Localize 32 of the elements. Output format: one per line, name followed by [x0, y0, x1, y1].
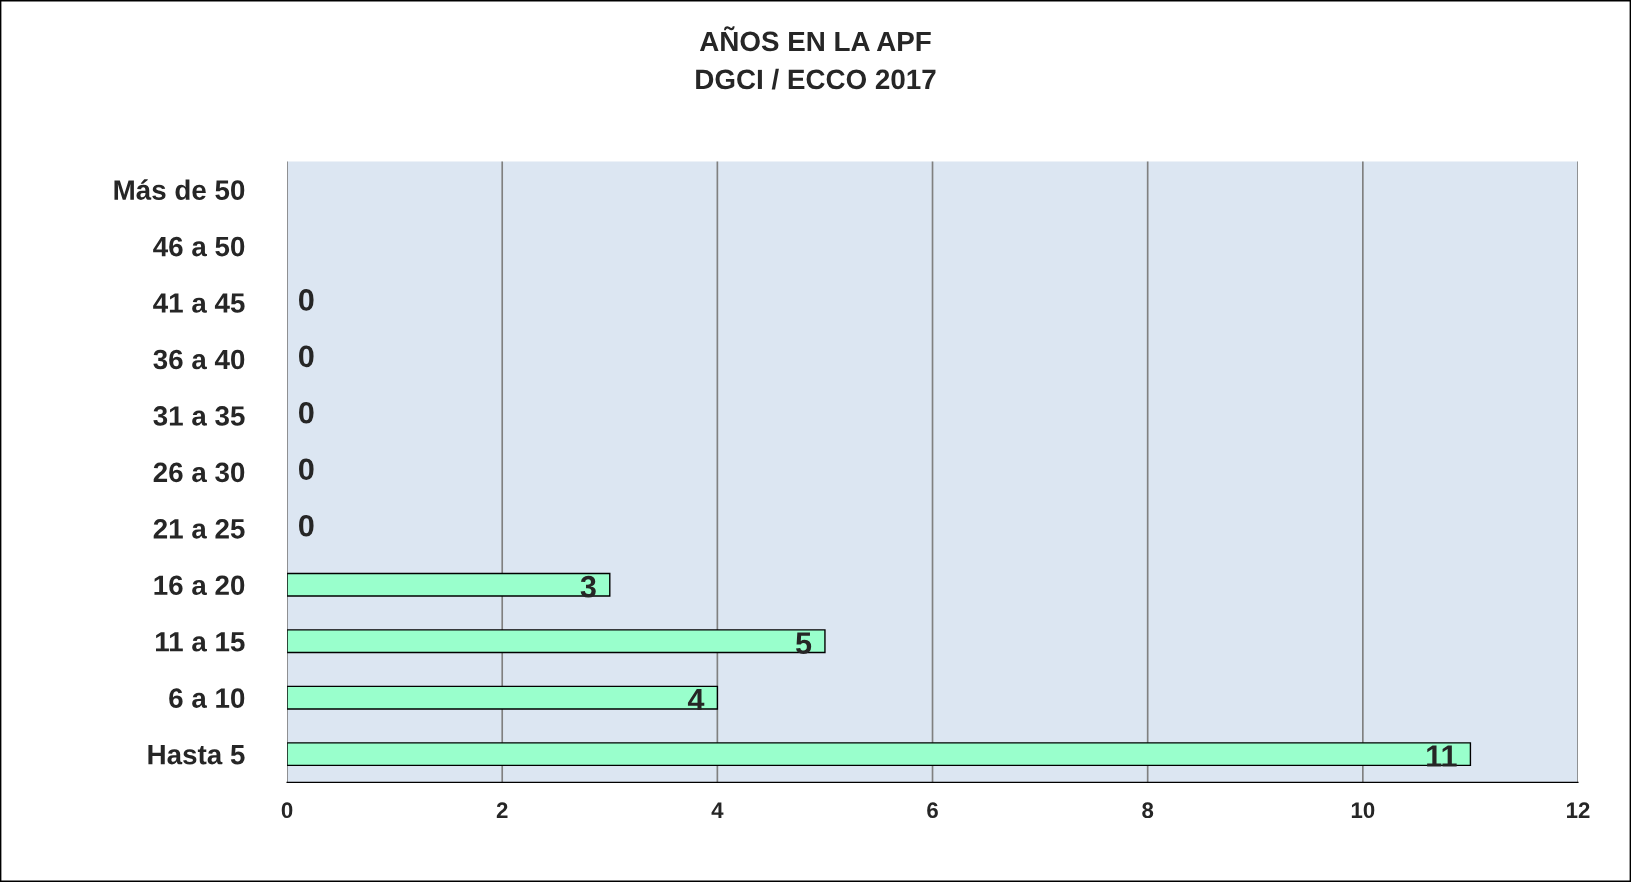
x-tick-label: 8 [1142, 802, 1154, 819]
y-tick-label: 36 a 40 [153, 349, 245, 370]
data-label: 0 [299, 514, 314, 537]
y-tick-label: 41 a 45 [153, 293, 245, 313]
x-tick-label: 6 [927, 802, 938, 819]
data-label: 4 [687, 689, 705, 711]
bar [287, 629, 826, 654]
y-tick-label: 21 a 25 [153, 518, 245, 539]
x-tick-label: 4 [711, 802, 724, 818]
data-label: 0 [299, 458, 314, 481]
data-label: 11 [1427, 745, 1457, 767]
bar [287, 742, 1472, 767]
data-label: 3 [580, 575, 596, 598]
x-tick-label: 10 [1351, 802, 1375, 819]
chart-title: AÑOS EN LA APF DGCI / ECCO 2017 [696, 26, 936, 90]
y-tick-label: 11 a 15 [156, 632, 245, 652]
y-tick-label: 46 a 50 [153, 236, 245, 257]
data-label: 0 [299, 345, 314, 368]
bar [287, 572, 611, 597]
data-label: 5 [795, 632, 812, 654]
y-tick-label: Más de 50 [114, 179, 245, 200]
y-tick-label: 6 a 10 [169, 688, 245, 708]
x-tick-label: 12 [1567, 802, 1590, 818]
bar [287, 685, 719, 710]
y-tick-label: Hasta 5 [148, 745, 245, 765]
x-tick-label: 0 [281, 802, 293, 819]
y-tick-label: 31 a 35 [153, 406, 245, 426]
data-label: 0 [299, 289, 314, 311]
y-tick-label: 16 a 20 [154, 575, 245, 596]
x-tick-label: 2 [496, 802, 508, 818]
y-tick-label: 26 a 30 [153, 462, 245, 483]
data-label: 0 [299, 401, 314, 424]
